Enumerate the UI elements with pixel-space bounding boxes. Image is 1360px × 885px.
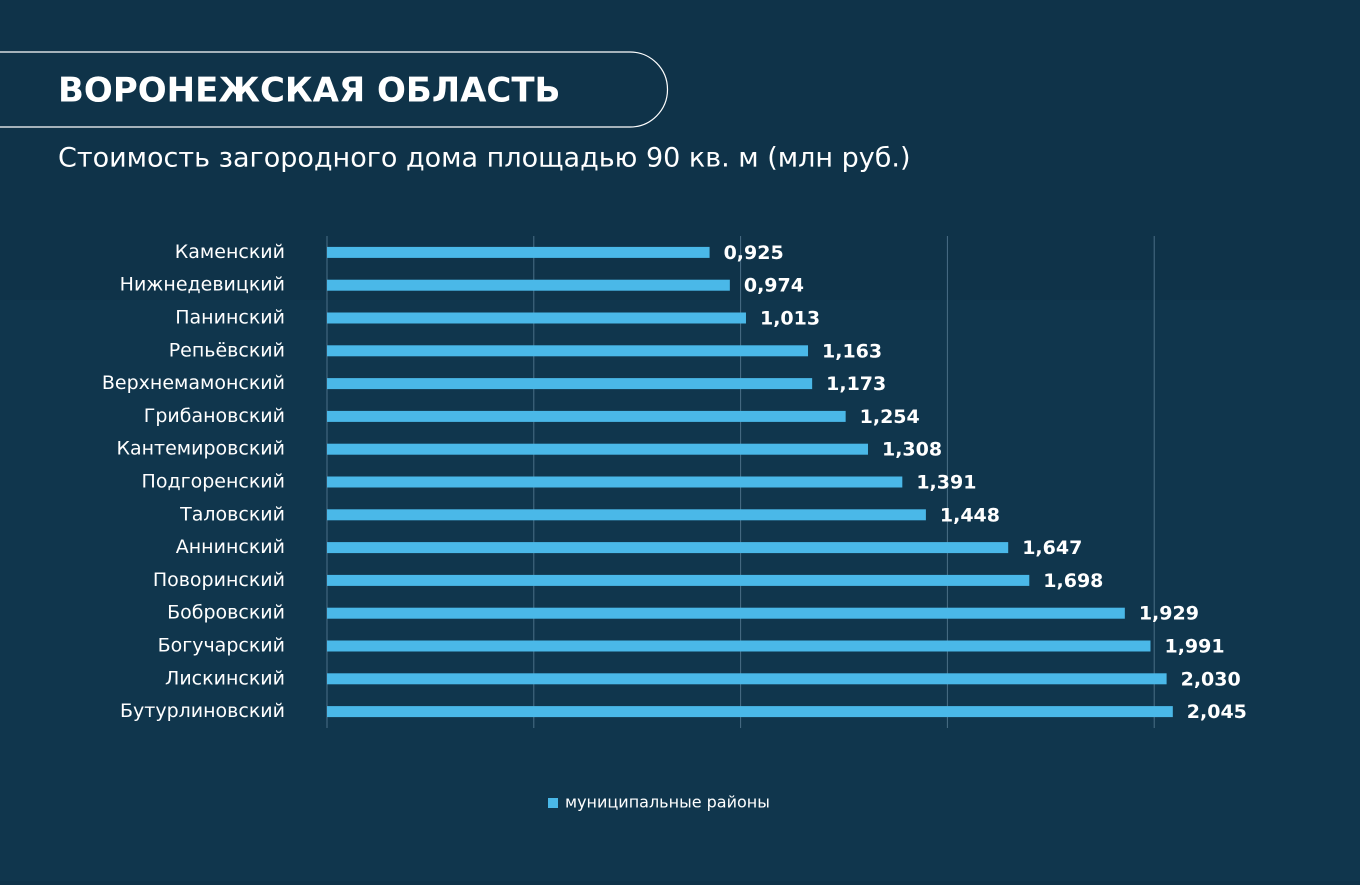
value-label: 1,254: [860, 406, 920, 428]
value-label: 0,974: [744, 275, 804, 297]
bar: [327, 476, 903, 488]
value-label: 0,925: [724, 242, 784, 264]
bar: [327, 246, 710, 258]
title-frame: [0, 51, 669, 128]
y-tick-label: Нижнедевицкий: [120, 274, 285, 296]
bar: [327, 279, 730, 291]
value-label: 1,647: [1022, 537, 1082, 559]
bar: [327, 410, 846, 422]
bar: [327, 542, 1009, 554]
value-label: 2,045: [1187, 701, 1247, 723]
y-tick-label: Аннинский: [176, 536, 285, 558]
y-tick-label: Лискинский: [165, 667, 285, 689]
bar: [327, 706, 1173, 718]
bar: [327, 509, 926, 521]
bar: [327, 640, 1151, 652]
bar: [327, 345, 809, 357]
bar: [327, 607, 1125, 619]
background-shape: [0, 300, 1360, 881]
value-label: 1,448: [940, 504, 1000, 526]
y-tick-label: Таловский: [179, 503, 285, 525]
bar: [327, 673, 1167, 685]
legend-label: муниципальные районы: [565, 793, 770, 812]
bar: [327, 312, 746, 324]
value-label: 1,391: [916, 472, 976, 494]
y-tick-label: Панинский: [175, 307, 285, 329]
y-tick-label: Поворинский: [153, 569, 285, 591]
bar: [327, 574, 1030, 586]
chart-title: ВОРОНЕЖСКАЯ ОБЛАСТЬ: [58, 71, 560, 111]
value-label: 1,698: [1043, 570, 1103, 592]
y-tick-label: Верхнемамонский: [102, 372, 285, 394]
value-label: 1,991: [1164, 636, 1224, 658]
chart-subtitle: Стоимость загородного дома площадью 90 к…: [58, 143, 911, 174]
bar: [327, 443, 868, 455]
value-label: 2,030: [1181, 668, 1241, 690]
y-tick-label: Подгоренский: [142, 471, 285, 493]
y-tick-label: Кантемировский: [117, 438, 286, 460]
y-tick-label: Богучарский: [158, 635, 285, 657]
y-tick-label: Грибановский: [144, 405, 285, 427]
value-label: 1,163: [822, 340, 882, 362]
bar: [327, 378, 813, 390]
y-tick-label: Бутурлиновский: [120, 700, 285, 722]
y-tick-label: Каменский: [175, 241, 285, 263]
value-label: 1,013: [760, 308, 820, 330]
legend-swatch: [548, 798, 558, 808]
value-label: 1,308: [882, 439, 942, 461]
y-tick-label: Репьёвский: [169, 339, 285, 361]
value-label: 1,929: [1139, 603, 1199, 625]
y-tick-label: Бобровский: [167, 602, 285, 624]
value-label: 1,173: [826, 373, 886, 395]
